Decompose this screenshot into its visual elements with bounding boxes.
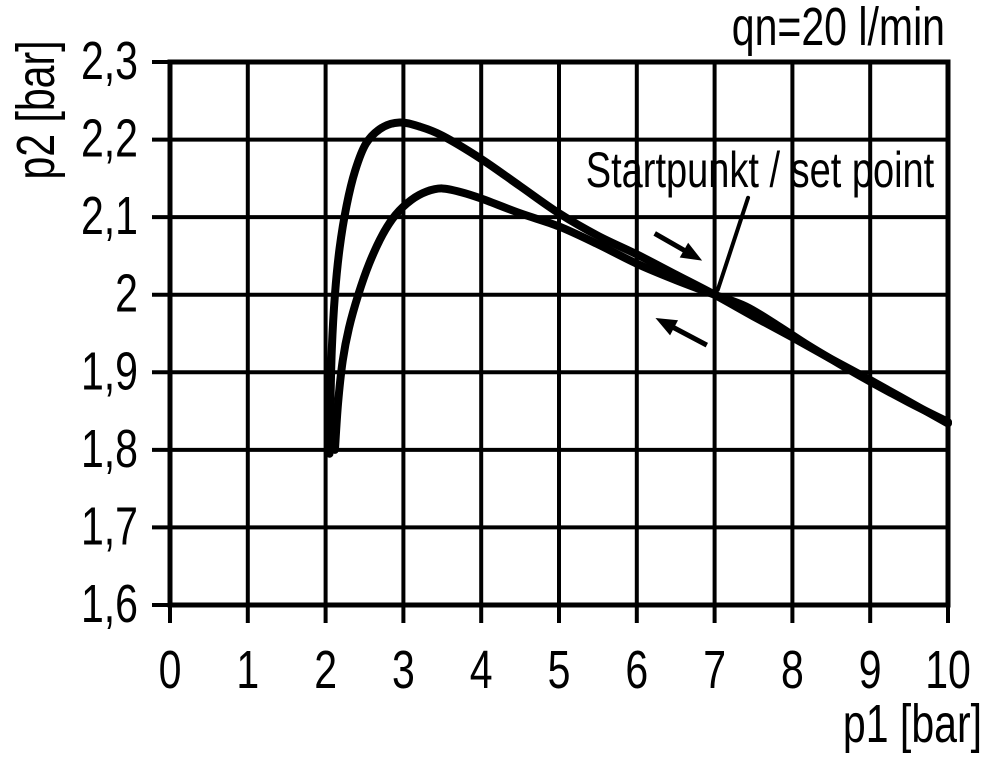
arrow-line-direction-return (667, 322, 708, 348)
arrow-head-direction-forward (679, 242, 703, 261)
x-tick-label: 8 (781, 641, 804, 701)
x-tick-label: 6 (625, 641, 648, 701)
y-tick-label: 1,8 (81, 420, 138, 480)
x-tick-label: 3 (392, 641, 415, 701)
x-tick-label: 1 (236, 641, 259, 701)
curve-lower-branch (330, 184, 952, 454)
y-tick-label: 1,6 (81, 575, 138, 635)
plot-border (167, 59, 951, 608)
x-axis-title: p1 [bar] (843, 695, 982, 755)
y-tick-label: 1,9 (81, 342, 138, 402)
x-tick-label: 10 (925, 641, 971, 701)
y-tick-label: 2,3 (81, 32, 138, 92)
x-tick-label: 7 (703, 641, 726, 701)
setpoint-leader-line (715, 195, 751, 293)
x-tick-label: 4 (470, 641, 493, 701)
y-tick-label: 2 (115, 264, 138, 324)
x-tick-label: 5 (548, 641, 571, 701)
plot-frame (167, 59, 951, 608)
y-tick-label: 2,2 (81, 109, 138, 169)
tick-labels: 0 1 2 3 4 5 6 7 8 9 101,61,71,81,922,12,22,3 (81, 32, 971, 701)
x-tick-label: 9 (859, 641, 882, 701)
arrow-head-direction-return (655, 317, 679, 336)
y-tick-label: 1,7 (81, 497, 138, 557)
y-axis-title: p2 [bar] (7, 40, 67, 179)
x-tick-label: 0 (159, 641, 182, 701)
flow-rate-label: qn=20 l/min (732, 0, 945, 57)
y-tick-label: 2,1 (81, 187, 138, 247)
direction-arrows (653, 195, 751, 348)
x-tick-label: 2 (314, 641, 337, 701)
hysteresis-curves (325, 118, 952, 458)
arrow-line-direction-forward (653, 231, 691, 256)
setpoint-annotation-label: Startpunkt / set point (586, 143, 935, 198)
